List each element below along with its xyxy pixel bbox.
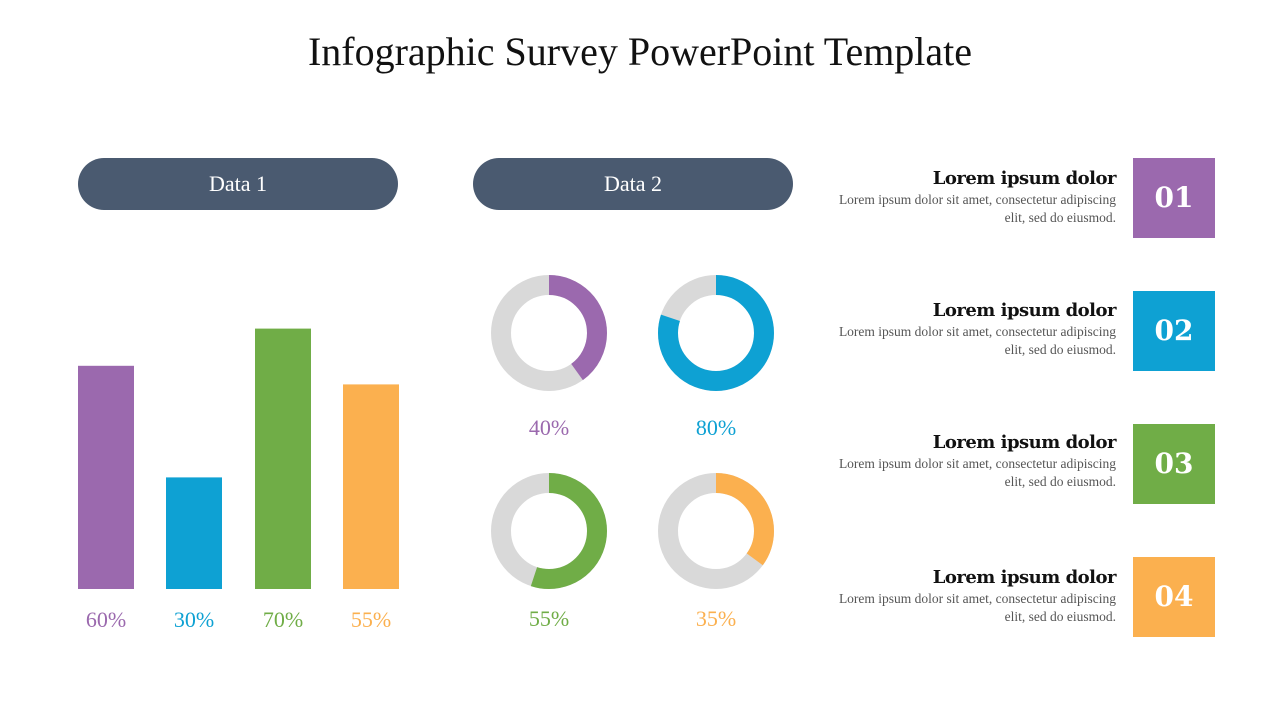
item-heading: Lorem ipsum dolor bbox=[932, 168, 1117, 189]
item-heading: Lorem ipsum dolor bbox=[932, 567, 1117, 588]
list-item: Lorem ipsum dolor Lorem ipsum dolor sit … bbox=[816, 300, 1117, 359]
list-item: Lorem ipsum dolor Lorem ipsum dolor sit … bbox=[816, 432, 1117, 491]
item-text: Lorem ipsum dolor sit amet, consectetur … bbox=[838, 591, 1116, 624]
donut-value-label: 40% bbox=[529, 415, 569, 440]
item-text: Lorem ipsum dolor sit amet, consectetur … bbox=[838, 192, 1116, 225]
item-number-badge: 04 bbox=[1133, 557, 1215, 637]
bar-value-label: 70% bbox=[263, 607, 303, 632]
donut-arc bbox=[491, 473, 607, 589]
donut-arc bbox=[658, 473, 774, 589]
item-text: Lorem ipsum dolor sit amet, consectetur … bbox=[838, 324, 1116, 357]
data-1-header: Data 1 bbox=[78, 158, 398, 210]
bar-value-label: 30% bbox=[174, 607, 214, 632]
donut-arc bbox=[491, 275, 607, 391]
donut-value-label: 80% bbox=[696, 415, 736, 440]
list-item: Lorem ipsum dolor Lorem ipsum dolor sit … bbox=[816, 168, 1117, 227]
item-heading: Lorem ipsum dolor bbox=[932, 432, 1117, 453]
bar-value-label: 60% bbox=[86, 607, 126, 632]
data-2-header: Data 2 bbox=[473, 158, 793, 210]
bar bbox=[78, 365, 134, 589]
slide-title: Infographic Survey PowerPoint Template bbox=[307, 29, 973, 74]
donut-value-label: 55% bbox=[529, 606, 569, 631]
item-heading: Lorem ipsum dolor bbox=[932, 300, 1117, 321]
bar-value-label: 55% bbox=[351, 607, 391, 632]
list-item: Lorem ipsum dolor Lorem ipsum dolor sit … bbox=[816, 567, 1117, 626]
item-text: Lorem ipsum dolor sit amet, consectetur … bbox=[838, 456, 1116, 489]
item-number-badge: 02 bbox=[1133, 291, 1215, 371]
item-number-badge: 01 bbox=[1133, 158, 1215, 238]
item-number-badge: 03 bbox=[1133, 424, 1215, 504]
donut-value-label: 35% bbox=[696, 606, 736, 631]
bar bbox=[255, 328, 311, 589]
bar bbox=[343, 384, 399, 589]
bar bbox=[166, 477, 222, 589]
donut-arc bbox=[658, 275, 774, 391]
